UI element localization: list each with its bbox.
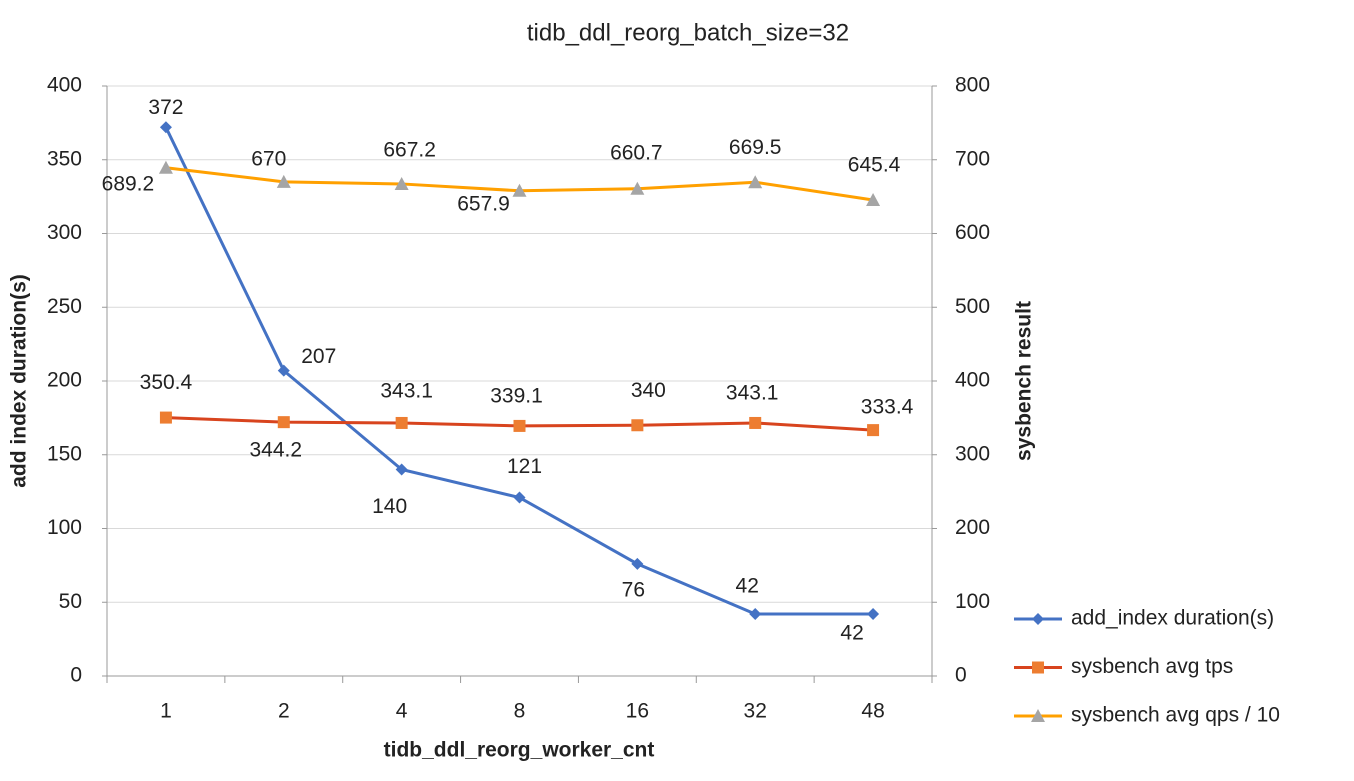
- point: [395, 463, 408, 476]
- data-label: 207: [301, 345, 336, 368]
- y2-tick-label: 0: [955, 664, 967, 687]
- point: [748, 175, 763, 189]
- point: [866, 193, 881, 207]
- point: [749, 416, 762, 429]
- y2-tick-label: 800: [955, 74, 990, 97]
- y-tick-label: 200: [47, 369, 82, 392]
- data-label: 339.1: [490, 384, 543, 407]
- x-tick-label: 48: [861, 700, 884, 723]
- y-tick-label: 100: [47, 516, 82, 539]
- point: [1032, 613, 1044, 625]
- point: [158, 160, 173, 174]
- y-tick-label: 250: [47, 295, 82, 318]
- point: [513, 419, 526, 432]
- point: [630, 181, 645, 195]
- y2-axis-title: sysbench result: [1013, 301, 1036, 461]
- series-line: [164, 126, 874, 616]
- data-label: 645.4: [848, 154, 901, 177]
- x-tick-label: 2: [278, 700, 290, 723]
- y-tick-label: 300: [47, 221, 82, 244]
- legend-label: add_index duration(s): [1071, 607, 1274, 630]
- y2-tick-label: 100: [955, 590, 990, 613]
- point: [631, 557, 644, 570]
- y-tick-label: 400: [47, 74, 82, 97]
- legend-label: sysbench avg qps / 10: [1071, 704, 1280, 727]
- data-label: 350.4: [140, 371, 193, 394]
- x-axis-title: tidb_ddl_reorg_worker_cnt: [384, 739, 655, 762]
- y2-tick-label: 300: [955, 442, 990, 465]
- x-tick-label: 8: [514, 700, 526, 723]
- point: [749, 608, 762, 621]
- data-label: 669.5: [729, 136, 782, 159]
- data-label: 333.4: [861, 396, 914, 419]
- data-label: 343.1: [380, 380, 433, 403]
- point: [867, 608, 880, 621]
- y2-tick-label: 700: [955, 147, 990, 170]
- data-label: 372: [148, 96, 183, 119]
- data-label: 121: [507, 455, 542, 478]
- y-tick-label: 350: [47, 147, 82, 170]
- data-label: 340: [631, 379, 666, 402]
- data-label: 76: [622, 578, 645, 601]
- data-label: 42: [736, 575, 759, 598]
- data-label: 660.7: [610, 141, 663, 164]
- y-tick-label: 150: [47, 442, 82, 465]
- x-tick-label: 4: [396, 700, 408, 723]
- point: [276, 174, 291, 188]
- point: [159, 121, 172, 134]
- data-label: 667.2: [383, 138, 436, 161]
- data-label: 657.9: [457, 192, 510, 215]
- point: [394, 176, 409, 190]
- data-label: 670: [251, 147, 286, 170]
- point: [1031, 709, 1045, 722]
- point: [513, 491, 526, 504]
- point: [631, 419, 644, 432]
- x-tick-label: 16: [626, 700, 649, 723]
- y2-tick-label: 200: [955, 516, 990, 539]
- y2-tick-label: 500: [955, 295, 990, 318]
- data-label: 344.2: [250, 439, 303, 462]
- y-tick-label: 0: [70, 664, 82, 687]
- y-axis-title: add index duration(s): [8, 274, 31, 488]
- point: [395, 416, 408, 429]
- data-label: 343.1: [726, 382, 779, 405]
- data-label: 689.2: [102, 172, 155, 195]
- data-label: 140: [372, 495, 407, 518]
- point: [1032, 661, 1044, 674]
- y2-tick-label: 400: [955, 369, 990, 392]
- data-label: 42: [840, 622, 863, 645]
- point: [277, 364, 290, 377]
- x-tick-label: 32: [744, 700, 767, 723]
- x-tick-label: 1: [160, 700, 172, 723]
- y2-tick-label: 600: [955, 221, 990, 244]
- point: [159, 411, 172, 424]
- y-tick-label: 50: [59, 590, 82, 613]
- chart-title: tidb_ddl_reorg_batch_size=32: [527, 19, 849, 46]
- point: [512, 183, 527, 197]
- point: [277, 416, 290, 429]
- point: [867, 424, 880, 437]
- legend-label: sysbench avg tps: [1071, 655, 1233, 678]
